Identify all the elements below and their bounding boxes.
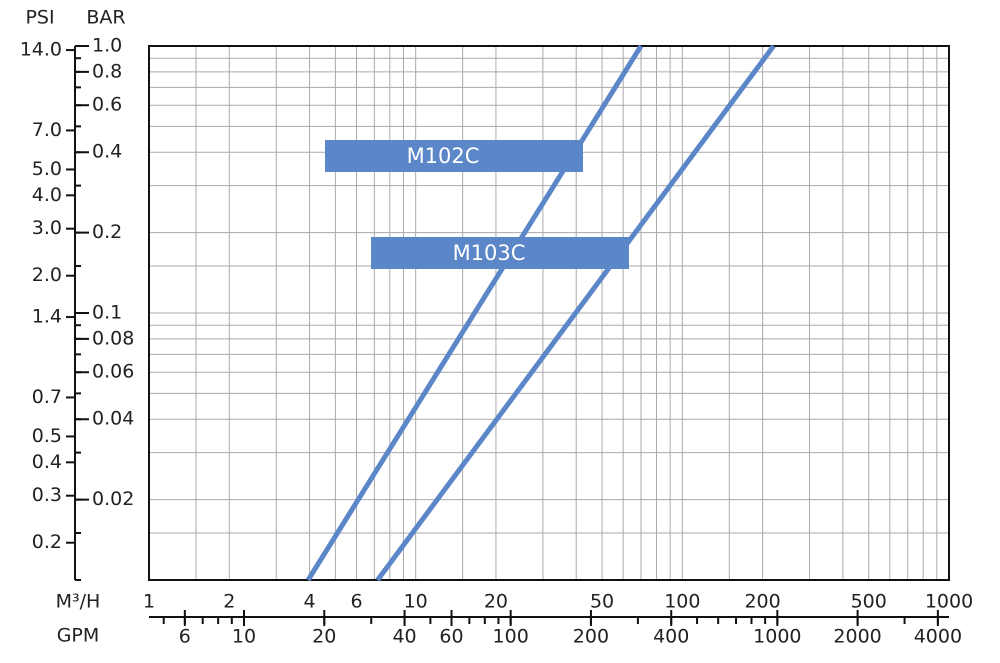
y2-tick-label: 3.0 <box>32 217 62 239</box>
x-tick-label: 10 <box>404 591 428 613</box>
x2-tick-label: 400 <box>653 626 689 648</box>
y2-tick-label: 2.0 <box>32 264 62 286</box>
x2-tick-label: 40 <box>392 626 416 648</box>
series-label: M102C <box>407 144 480 168</box>
x-tick-label: 50 <box>590 591 614 613</box>
x-tick-label: 1000 <box>925 591 973 613</box>
y2-tick-label: 0.7 <box>32 386 62 408</box>
x2-tick-label: 6 <box>179 626 191 648</box>
y-tick-label: 0.08 <box>92 327 134 349</box>
y2-tick-label: 14.0 <box>20 39 62 61</box>
y-tick-label: 0.04 <box>92 408 134 430</box>
series-label-box <box>371 237 629 269</box>
x-tick-label: 1 <box>143 591 155 613</box>
data-line <box>375 44 776 582</box>
y2-tick-label: 5.0 <box>32 158 62 180</box>
y2-tick-label: 7.0 <box>32 119 62 141</box>
x-tick-label: 6 <box>350 591 362 613</box>
series-label: M103C <box>453 241 526 265</box>
y2-axis-title: PSI <box>25 7 54 29</box>
y-tick-label: 0.4 <box>92 141 122 163</box>
data-line <box>305 44 644 582</box>
x2-tick-label: 100 <box>493 626 529 648</box>
y2-tick-label: 4.0 <box>32 184 62 206</box>
y-tick-label: 0.6 <box>92 94 122 116</box>
x-tick-label: 2 <box>223 591 235 613</box>
x2-tick-label: 4000 <box>914 626 962 648</box>
y2-tick-label: 0.5 <box>32 425 62 447</box>
series-label-box <box>325 140 583 172</box>
x2-tick-label: 1000 <box>753 626 801 648</box>
x2-axis-title: GPM <box>57 625 100 647</box>
y2-tick-label: 0.4 <box>32 451 62 473</box>
x2-tick-label: 2000 <box>833 626 881 648</box>
y2-tick-label: 1.4 <box>32 306 62 328</box>
x2-tick-label: 10 <box>232 626 256 648</box>
x2-tick-label: 60 <box>439 626 463 648</box>
y-tick-label: 0.1 <box>92 302 122 324</box>
y-tick-label: 0.2 <box>92 221 122 243</box>
x2-tick-label: 200 <box>573 626 609 648</box>
x-tick-label: 4 <box>304 591 316 613</box>
plot-frame <box>148 45 950 581</box>
x-axis-title: M³/H <box>56 591 101 613</box>
x-tick-label: 500 <box>851 591 887 613</box>
y-axis-title: BAR <box>86 7 125 29</box>
y-tick-label: 0.02 <box>92 488 134 510</box>
y2-tick-label: 0.2 <box>32 531 62 553</box>
x-tick-label: 20 <box>484 591 508 613</box>
x2-tick-label: 20 <box>312 626 336 648</box>
y-tick-label: 1.0 <box>92 35 122 57</box>
x-tick-label: 200 <box>744 591 780 613</box>
x-tick-label: 100 <box>664 591 700 613</box>
y-tick-label: 0.06 <box>92 361 134 383</box>
y-tick-label: 0.8 <box>92 60 122 82</box>
y2-tick-label: 0.3 <box>32 484 62 506</box>
